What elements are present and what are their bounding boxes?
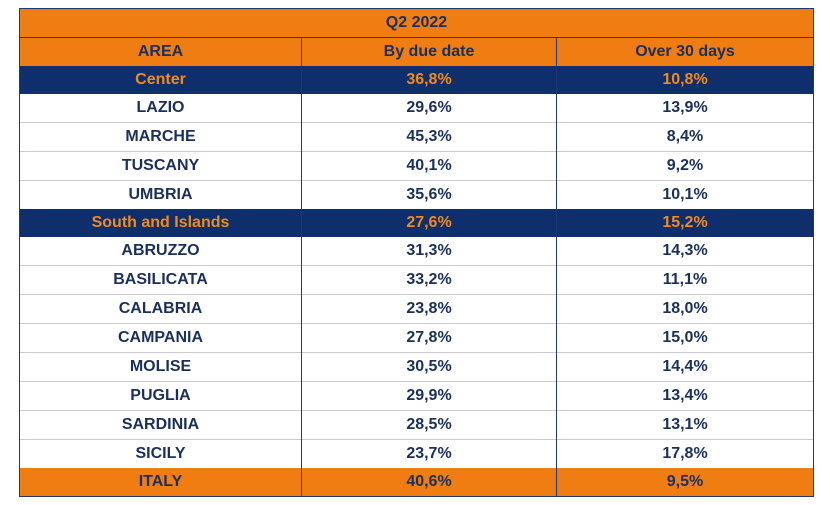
over-30-days-cell: 10,1%: [556, 180, 814, 209]
region-row: BASILICATA 33,2% 11,1%: [19, 265, 814, 295]
by-due-date-cell: 36,8%: [301, 66, 557, 94]
over-30-days-cell: 8,4%: [556, 122, 814, 152]
header-by-due-date: By due date: [301, 37, 557, 66]
region-row: PUGLIA 29,9% 13,4%: [19, 381, 814, 411]
over-30-days-cell: 11,1%: [556, 265, 814, 295]
total-row: ITALY 40,6% 9,5%: [19, 468, 814, 497]
area-cell: BASILICATA: [19, 265, 302, 295]
payment-table: Q2 2022 AREA By due date Over 30 days Ce…: [19, 8, 814, 497]
region-row: MOLISE 30,5% 14,4%: [19, 352, 814, 382]
area-cell: ITALY: [19, 468, 302, 497]
table-title-row: Q2 2022: [19, 8, 814, 38]
region-row: UMBRIA 35,6% 10,1%: [19, 180, 814, 209]
header-over-30-days: Over 30 days: [556, 37, 814, 66]
by-due-date-cell: 45,3%: [301, 122, 557, 152]
region-row: TUSCANY 40,1% 9,2%: [19, 151, 814, 181]
area-cell: UMBRIA: [19, 180, 302, 209]
area-cell: MOLISE: [19, 352, 302, 382]
by-due-date-cell: 29,6%: [301, 94, 557, 123]
over-30-days-cell: 9,5%: [556, 468, 814, 497]
by-due-date-cell: 40,6%: [301, 468, 557, 497]
over-30-days-cell: 13,1%: [556, 410, 814, 440]
over-30-days-cell: 14,4%: [556, 352, 814, 382]
by-due-date-cell: 35,6%: [301, 180, 557, 209]
over-30-days-cell: 14,3%: [556, 237, 814, 266]
header-area: AREA: [19, 37, 302, 66]
area-cell: South and Islands: [19, 209, 302, 237]
area-cell: SICILY: [19, 439, 302, 468]
by-due-date-cell: 28,5%: [301, 410, 557, 440]
region-row: ABRUZZO 31,3% 14,3%: [19, 237, 814, 266]
table-title: Q2 2022: [19, 8, 814, 38]
area-cell: TUSCANY: [19, 151, 302, 181]
over-30-days-cell: 9,2%: [556, 151, 814, 181]
by-due-date-cell: 33,2%: [301, 265, 557, 295]
area-cell: CAMPANIA: [19, 323, 302, 353]
over-30-days-cell: 10,8%: [556, 66, 814, 94]
region-row: SARDINIA 28,5% 13,1%: [19, 410, 814, 440]
area-cell: PUGLIA: [19, 381, 302, 411]
group-row: South and Islands 27,6% 15,2%: [19, 209, 814, 237]
by-due-date-cell: 23,7%: [301, 439, 557, 468]
by-due-date-cell: 27,8%: [301, 323, 557, 353]
region-row: MARCHE 45,3% 8,4%: [19, 122, 814, 152]
area-cell: LAZIO: [19, 94, 302, 123]
by-due-date-cell: 30,5%: [301, 352, 557, 382]
region-row: SICILY 23,7% 17,8%: [19, 439, 814, 468]
area-cell: ABRUZZO: [19, 237, 302, 266]
area-cell: Center: [19, 66, 302, 94]
by-due-date-cell: 23,8%: [301, 294, 557, 324]
over-30-days-cell: 13,4%: [556, 381, 814, 411]
region-row: CALABRIA 23,8% 18,0%: [19, 294, 814, 324]
over-30-days-cell: 17,8%: [556, 439, 814, 468]
over-30-days-cell: 18,0%: [556, 294, 814, 324]
group-row: Center 36,8% 10,8%: [19, 66, 814, 94]
table-header-row: AREA By due date Over 30 days: [19, 37, 814, 66]
by-due-date-cell: 27,6%: [301, 209, 557, 237]
area-cell: CALABRIA: [19, 294, 302, 324]
region-row: LAZIO 29,6% 13,9%: [19, 94, 814, 123]
over-30-days-cell: 15,2%: [556, 209, 814, 237]
by-due-date-cell: 40,1%: [301, 151, 557, 181]
area-cell: MARCHE: [19, 122, 302, 152]
table-body: Q2 2022 AREA By due date Over 30 days Ce…: [19, 8, 814, 497]
over-30-days-cell: 15,0%: [556, 323, 814, 353]
over-30-days-cell: 13,9%: [556, 94, 814, 123]
area-cell: SARDINIA: [19, 410, 302, 440]
region-row: CAMPANIA 27,8% 15,0%: [19, 323, 814, 353]
by-due-date-cell: 29,9%: [301, 381, 557, 411]
by-due-date-cell: 31,3%: [301, 237, 557, 266]
